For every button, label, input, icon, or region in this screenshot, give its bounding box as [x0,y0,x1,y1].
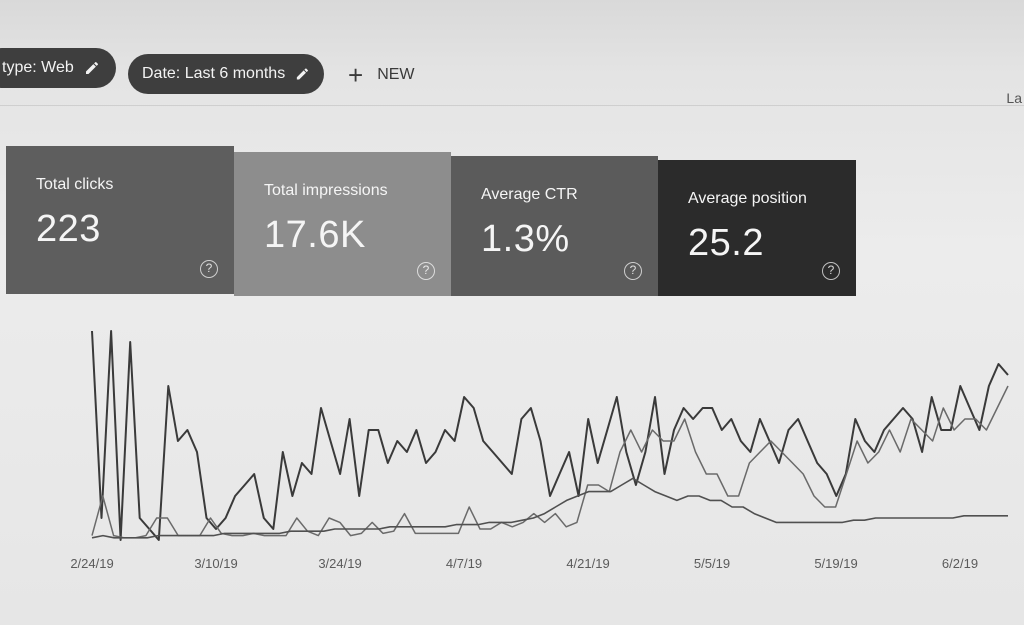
series-line-1[interactable] [91,330,1009,541]
metric-value: 25.2 [688,222,764,264]
x-tick-label: 4/7/19 [446,556,482,571]
line-chart: 2/24/19 3/10/19 3/24/19 4/7/19 4/21/19 5/5/19… [70,330,1009,571]
x-tick-label: 5/19/19 [814,556,857,571]
x-tick-label: 2/24/19 [70,556,113,571]
performance-chart: 2/24/19 3/10/19 3/24/19 4/7/19 4/21/19 5/5/19… [0,300,1024,600]
series-line-2[interactable] [91,385,1009,539]
average-position-card[interactable]: Average position 25.2 ? [658,160,856,296]
metric-label: Total clicks [36,176,114,193]
edit-pencil-icon[interactable] [84,60,100,76]
edit-pencil-icon[interactable] [295,66,310,82]
help-icon[interactable]: ? [822,262,840,280]
metric-label: Total impressions [264,182,388,199]
x-tick-label: 3/24/19 [318,556,361,571]
x-tick-label: 3/10/19 [194,556,237,571]
help-icon[interactable]: ? [417,262,435,280]
last-updated-text: La [1006,90,1022,106]
metric-value: 1.3% [481,218,570,260]
performance-metric-cards: Total clicks 223 ? Total impressions 17.… [6,146,856,296]
help-icon[interactable]: ? [200,260,218,278]
new-filter-button[interactable]: + NEW [348,60,415,90]
search-type-filter-label: type: Web [2,59,74,76]
x-tick-label: 5/5/19 [694,556,730,571]
average-ctr-card[interactable]: Average CTR 1.3% ? [451,156,658,296]
metric-label: Average position [688,190,807,207]
plus-icon: + [348,60,364,90]
new-filter-label: NEW [377,66,415,83]
date-filter-chip[interactable]: Date: Last 6 months [128,54,324,94]
help-icon[interactable]: ? [624,262,642,280]
filter-bar: type: Web Date: Last 6 months + NEW La [0,46,1024,106]
metric-value: 223 [36,208,101,250]
series-line-3[interactable] [91,477,1008,539]
total-clicks-card[interactable]: Total clicks 223 ? [6,146,234,294]
date-filter-label: Date: Last 6 months [142,65,286,82]
x-tick-label: 6/2/19 [942,556,978,571]
search-type-filter-chip[interactable]: type: Web [0,48,116,88]
x-tick-label: 4/21/19 [566,556,609,571]
metric-value: 17.6K [264,214,366,256]
metric-label: Average CTR [481,186,578,203]
total-impressions-card[interactable]: Total impressions 17.6K ? [234,152,451,296]
